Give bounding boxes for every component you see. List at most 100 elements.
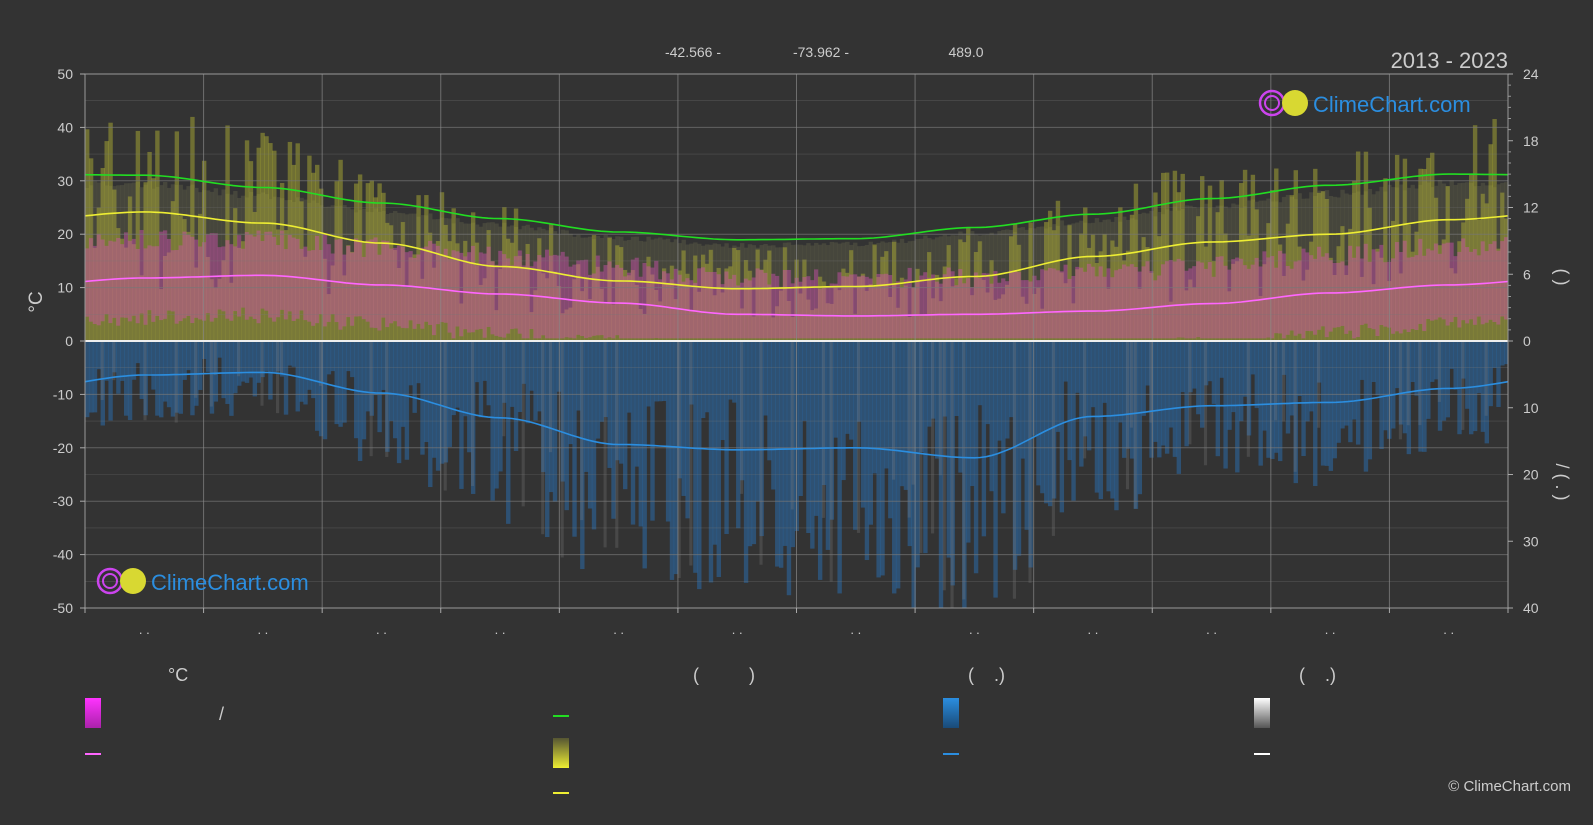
precipitation-bar (1005, 341, 1010, 439)
daylight-bar (431, 219, 437, 341)
temperature-range-bar (1472, 249, 1478, 325)
sunshine-bar (1449, 268, 1454, 341)
daylight-bar (782, 242, 788, 341)
temperature-range-bar (1418, 238, 1423, 324)
temperature-range-bar (1453, 256, 1458, 317)
precipitation-bar (724, 341, 729, 534)
sunshine-bar (1036, 287, 1041, 341)
daylight-bar (1363, 191, 1369, 341)
precipitation-bar (1453, 341, 1458, 390)
temperature-range-bar (1141, 266, 1146, 339)
snow-bar (385, 341, 389, 457)
sunshine-bar (1379, 257, 1384, 341)
precipitation-bar (969, 341, 975, 487)
daylight-bar (470, 222, 476, 341)
sunshine-bar (763, 259, 768, 341)
snow-bar (560, 341, 564, 558)
temperature-range-bar (1083, 271, 1088, 339)
precipitation-bar (985, 341, 990, 425)
sunshine-bar (459, 303, 464, 341)
sunshine-bar (1383, 178, 1388, 341)
temperature-range-bar (1324, 253, 1330, 338)
temperature-range-bar (634, 257, 640, 339)
daylight-bar (166, 187, 172, 341)
precipitation-bar (853, 341, 858, 530)
daylight-bar (174, 184, 180, 341)
sunshine-bar (872, 244, 877, 341)
sunshine-bar (108, 122, 113, 341)
precipitation-bar (1332, 341, 1337, 459)
daylight-bar (1254, 201, 1259, 341)
temperature-range-bar (689, 280, 694, 339)
daylight-bar (564, 230, 569, 341)
daylight-bar (1379, 186, 1384, 341)
sunshine-bar (1457, 241, 1462, 341)
temperature-range-bar (1379, 244, 1384, 326)
month-label: . . (257, 622, 268, 637)
temperature-range-bar (1079, 267, 1084, 339)
temperature-range-bar (814, 269, 819, 339)
temperature-range-bar (369, 239, 374, 328)
temperature-range-bar (127, 240, 133, 322)
sunshine-bar (845, 272, 850, 341)
precipitation-bar (1168, 341, 1174, 428)
sunshine-bar (1375, 248, 1380, 341)
sunshine-bar (1040, 308, 1045, 341)
snow-bar (521, 341, 525, 507)
daylight-bar (1090, 222, 1096, 341)
sunshine-bar (1051, 230, 1057, 341)
daylight-bar (724, 243, 729, 341)
left-tick-label: 0 (65, 333, 73, 349)
daylight-bar (884, 242, 889, 341)
sunshine-bar (786, 301, 792, 341)
sunshine-bar (650, 274, 655, 341)
daylight-bar (1332, 196, 1337, 341)
temperature-range-bar (997, 282, 1002, 339)
daylight-bar (615, 236, 620, 341)
left-axis-unit: °C (26, 291, 47, 312)
sunshine-bar (1320, 191, 1326, 341)
daylight-bar (821, 243, 827, 341)
precipitation-bar (198, 341, 203, 390)
precipitation-bar (1270, 341, 1275, 459)
precipitation-bar (1059, 341, 1065, 513)
daylight-bar (1457, 183, 1462, 341)
precipitation-bar (451, 341, 456, 416)
temperature-range-bar (989, 283, 994, 339)
temperature-range-bar (350, 252, 355, 326)
sunshine-bar (373, 197, 378, 341)
daylight-bar (451, 223, 456, 341)
temperature-range-bar (1012, 270, 1018, 339)
temperature-range-bar (412, 257, 417, 329)
precipitation-bar (268, 341, 273, 400)
logo-ring-icon (1264, 95, 1280, 111)
sunshine-bar (213, 287, 219, 341)
temperature-range-bar (1504, 237, 1509, 320)
temperature-range-bar (1488, 243, 1493, 320)
temperature-range-bar (1110, 277, 1115, 339)
right-tick-label: 0 (1523, 333, 1531, 349)
longitude-label: -73.962 - (793, 44, 849, 60)
sunshine-bar (1094, 262, 1100, 341)
precipitation-bar (880, 341, 885, 576)
daylight-bar (1293, 199, 1298, 341)
precipitation-bar (354, 341, 359, 439)
precipitation-bar (743, 341, 749, 583)
temperature-range-bar (85, 248, 90, 317)
sunshine-bar (470, 212, 476, 341)
precipitation-bar (611, 341, 616, 519)
precipitation-bar (1086, 341, 1092, 451)
temperature-range-bar (1305, 252, 1310, 331)
sunshine-bar (256, 147, 261, 341)
temperature-range-bar (938, 283, 944, 339)
precipitation-bar (112, 341, 117, 373)
sunshine-bar (170, 201, 176, 341)
right-tick-label: 18 (1523, 133, 1539, 149)
precipitation-bar (315, 341, 320, 431)
temperature-range-bar (513, 256, 519, 329)
temperature-range-bar (1168, 260, 1174, 339)
precipitation-bar (455, 341, 460, 408)
temperature-range-bar (389, 248, 394, 324)
temperature-range-bar (954, 285, 959, 339)
temperature-range-bar (724, 271, 729, 339)
